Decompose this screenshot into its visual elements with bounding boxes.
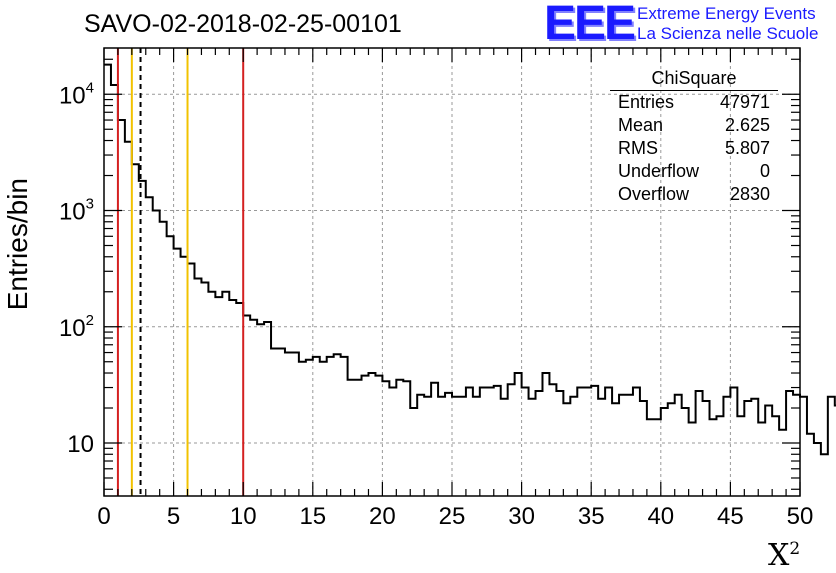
- stats-value: 2.625: [724, 115, 770, 135]
- x-tick-label: 50: [787, 503, 814, 530]
- logo-line-1: Extreme Energy Events: [637, 4, 816, 23]
- eee-logo: EEE Extreme Energy Events La Scienza nel…: [544, 0, 834, 50]
- x-axis-label-text: X: [768, 538, 790, 573]
- stats-label: Entries: [618, 92, 675, 112]
- y-tick-label: 102: [59, 312, 94, 342]
- reference-lines: [116, 48, 245, 496]
- x-tick-label: 15: [299, 503, 326, 530]
- stats-row: RMS 5.807: [610, 137, 778, 160]
- x-tick-label: 0: [97, 503, 110, 530]
- stats-label: Mean: [618, 115, 664, 135]
- stats-row: Entries 47971: [610, 91, 778, 114]
- run-title: SAVO-02-2018-02-25-00101: [84, 10, 402, 38]
- stats-label: Overflow: [618, 184, 690, 204]
- logo-line-2: La Scienza nelle Scuole: [637, 24, 819, 43]
- x-tick-label: 35: [578, 503, 605, 530]
- y-tick-label: 103: [59, 196, 94, 226]
- stats-row: Mean 2.625: [610, 114, 778, 137]
- stats-value: 0: [759, 161, 770, 181]
- stats-row: Overflow 2830: [610, 183, 778, 206]
- x-tick-label: 30: [508, 503, 535, 530]
- histogram-line: [104, 63, 836, 456]
- axis-ticks: [103, 48, 801, 496]
- x-tick-label: 20: [369, 503, 396, 530]
- stats-label: RMS: [618, 138, 658, 158]
- stats-value: 47971: [719, 92, 770, 112]
- x-axis-label: X2: [768, 538, 800, 573]
- stats-value: 5.807: [724, 138, 770, 158]
- stats-box: ChiSquare Entries 47971 Mean 2.625 RMS 5…: [610, 68, 778, 206]
- stats-label: Underflow: [618, 161, 700, 181]
- tick-labels: 0 5 10 15 20 25 30 35 40 45 50 10 102 103 104: [59, 79, 813, 530]
- x-axis-label-exponent: 2: [789, 539, 801, 559]
- y-tick-label: 104: [59, 79, 94, 109]
- x-tick-label: 10: [230, 503, 257, 530]
- y-axis-label: Entries/bin: [2, 46, 34, 310]
- stats-row: Underflow 0: [610, 160, 778, 183]
- x-tick-label: 5: [167, 503, 180, 530]
- stats-value: 2830: [729, 184, 770, 204]
- y-axis-label-text: Entries/bin: [2, 178, 33, 311]
- logo-mark: EEE: [544, 0, 636, 50]
- histogram: [104, 63, 836, 456]
- x-tick-label: 45: [717, 503, 744, 530]
- x-tick-label: 40: [647, 503, 674, 530]
- y-tick-label: 10: [67, 431, 94, 458]
- stats-title: ChiSquare: [610, 68, 778, 91]
- x-tick-label: 25: [439, 503, 466, 530]
